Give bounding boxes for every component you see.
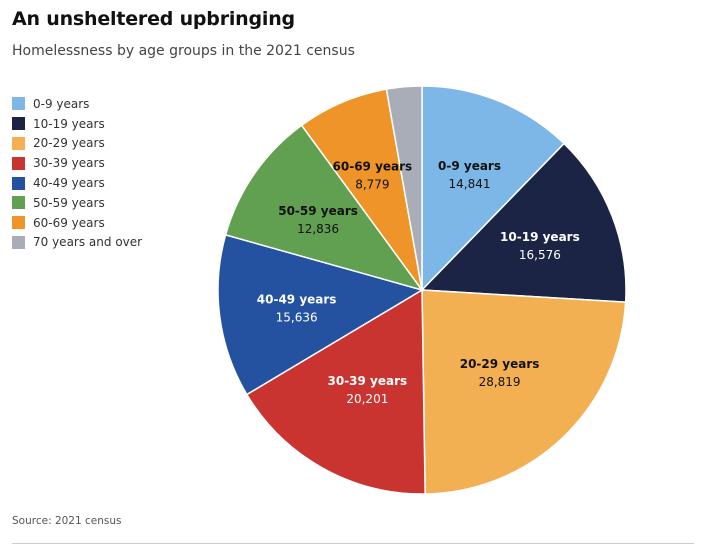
legend-swatch	[12, 176, 25, 190]
slice-label: 40-49 years	[257, 293, 337, 307]
slice-labels: 0-9 years 14,841 10-19 years 16,576 20-29 ye…	[257, 159, 580, 406]
source-note: Source: 2021 census	[12, 515, 122, 527]
slice-value: 12,836	[297, 222, 339, 236]
legend-label: 70 years and over	[33, 235, 143, 250]
slice-label: 60-69 years	[333, 160, 413, 174]
pie-slice	[245, 288, 426, 495]
slice-label: 0-9 years	[438, 159, 501, 173]
chart-title: An unsheltered upbringing	[12, 8, 295, 30]
slice-value: 16,576	[519, 248, 561, 262]
legend-item: 70 years and over	[12, 233, 142, 253]
legend-swatch	[12, 97, 25, 111]
legend-swatch	[12, 196, 25, 210]
pie-slice	[421, 85, 566, 292]
slice-value: 8,779	[355, 178, 389, 192]
legend-swatch	[12, 136, 25, 150]
legend: 0-9 years 10-19 years 20-29 years 30-39 yea…	[12, 94, 142, 252]
pie-slice	[217, 233, 424, 396]
slice-label: 30-39 years	[328, 374, 408, 388]
legend-label: 0-9 years	[33, 96, 90, 111]
slice-label: 50-59 years	[278, 204, 358, 218]
legend-swatch	[12, 216, 25, 230]
legend-label: 60-69 years	[33, 215, 105, 230]
chart-subtitle: Homelessness by age groups in the 2021 c…	[12, 43, 355, 59]
legend-item: 30-39 years	[12, 153, 142, 173]
legend-item: 50-59 years	[12, 193, 142, 213]
legend-label: 40-49 years	[33, 176, 105, 191]
pie-slice	[385, 85, 423, 291]
legend-item: 20-29 years	[12, 134, 142, 154]
legend-label: 20-29 years	[33, 136, 105, 151]
legend-item: 60-69 years	[12, 213, 142, 233]
footer-divider	[12, 543, 694, 544]
slice-value: 28,819	[479, 375, 521, 389]
slice-value: 15,636	[276, 311, 318, 325]
legend-item: 40-49 years	[12, 173, 142, 193]
legend-item: 0-9 years	[12, 94, 142, 114]
pie-slice	[224, 124, 424, 292]
pie-slice	[420, 142, 627, 303]
legend-swatch	[12, 117, 25, 131]
legend-label: 10-19 years	[33, 116, 105, 131]
legend-label: 50-59 years	[33, 195, 105, 210]
slice-label: 10-19 years	[500, 230, 580, 244]
legend-swatch	[12, 156, 25, 170]
pie-slice	[421, 289, 627, 495]
slice-label: 20-29 years	[460, 357, 540, 371]
slice-value: 20,201	[346, 392, 388, 406]
legend-label: 30-39 years	[33, 156, 105, 171]
legend-item: 10-19 years	[12, 114, 142, 134]
legend-swatch	[12, 235, 25, 249]
slice-value: 14,841	[449, 177, 491, 191]
